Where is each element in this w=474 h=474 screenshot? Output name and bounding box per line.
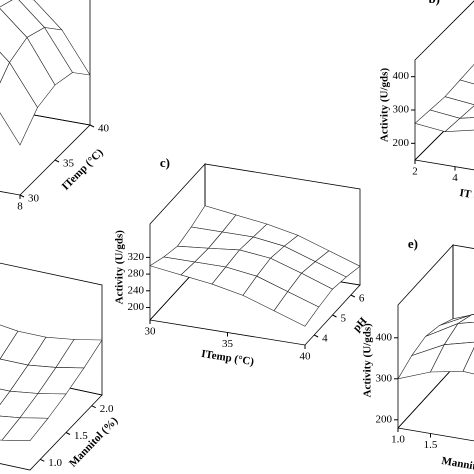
y-tick: [40, 458, 45, 462]
surface-cell: [462, 347, 474, 375]
x-tick-label: 1.0: [391, 434, 405, 446]
y-tick: [19, 194, 25, 198]
z-tick-label: 200: [393, 137, 410, 149]
x-tick-label: 40: [300, 351, 312, 363]
z-tick-label: 320: [128, 251, 145, 263]
y-axis-label: ITemp (°C): [60, 146, 106, 192]
x-tick-label: 1.5: [424, 439, 438, 451]
z-tick-label: 280: [128, 268, 145, 280]
surface-cell: [457, 314, 474, 324]
z-tick-label: 400: [376, 331, 393, 343]
surface-cell: [430, 341, 474, 373]
panel-label: c): [160, 155, 170, 170]
surface-cell: [444, 117, 474, 133]
box-side-wall: [397, 243, 454, 430]
surface-cell: [273, 291, 320, 327]
y-tick-label: 6: [359, 293, 365, 305]
y-tick-label: 4: [322, 333, 328, 345]
y-tick: [89, 124, 95, 128]
x-tick-label: 8: [17, 201, 23, 213]
z-tick-label: 400: [393, 70, 410, 82]
x-tick-label: 4: [452, 172, 458, 184]
y-tick-label: 30: [28, 193, 40, 205]
box-back-wall: [0, 0, 91, 126]
y-tick: [54, 159, 60, 163]
panel-label: e): [408, 236, 418, 251]
x-axis-label: ITemp (°C): [200, 348, 255, 368]
box-side-wall: [149, 162, 206, 322]
x-tick-label: 30: [145, 326, 157, 338]
z-axis-label: Activity (U/gds): [362, 323, 374, 398]
y-tick-label: 2.0: [100, 403, 114, 415]
z-tick-label: 200: [128, 301, 145, 313]
y-tick: [332, 314, 337, 318]
z-tick-label: 300: [376, 372, 393, 384]
y-tick-label: 1.5: [74, 430, 88, 442]
box-floor: [397, 367, 474, 442]
y-tick-label: 1.0: [48, 457, 62, 469]
y-tick-label: 35: [63, 158, 75, 170]
x-tick-label: 2: [412, 166, 418, 178]
y-tick-label: 40: [98, 123, 110, 135]
z-tick-label: 200: [376, 413, 393, 425]
z-tick-label: 240: [128, 284, 145, 296]
surface-cell: [459, 105, 474, 119]
y-tick: [91, 405, 96, 409]
surface-cell: [1, 417, 49, 441]
y-tick: [65, 432, 71, 435]
y-tick: [313, 334, 319, 338]
y-tick-label: 5: [341, 313, 347, 325]
x-tick-label: 35: [222, 338, 234, 350]
panel-label: b): [428, 0, 440, 6]
surface-cell: [0, 61, 38, 146]
x-axis-label: Mannitol: [441, 455, 474, 474]
y-tick: [350, 294, 356, 298]
x-axis-label: IT (Da: [459, 187, 474, 204]
z-axis-label: Activity (U/gds): [379, 68, 391, 143]
z-tick-label: 300: [393, 104, 410, 116]
surface-cell: [459, 63, 474, 85]
z-axis-label: Activity (U/gds): [114, 230, 126, 305]
